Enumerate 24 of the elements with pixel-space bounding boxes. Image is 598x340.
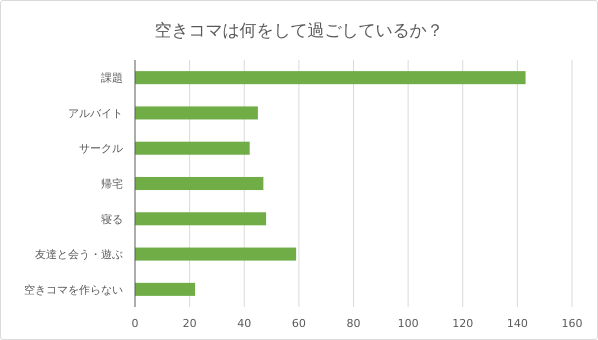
x-tick-label: 40 xyxy=(237,317,252,330)
bar xyxy=(135,71,526,84)
x-tick-label: 160 xyxy=(562,317,582,330)
x-tick-label: 0 xyxy=(132,317,138,330)
x-tick-label: 120 xyxy=(452,317,474,330)
y-tick-label: 帰宅 xyxy=(101,178,123,190)
bar xyxy=(135,106,258,120)
x-tick-label: 140 xyxy=(506,317,528,330)
y-tick-label: 友達と会う・遊ぶ xyxy=(35,248,123,262)
bar xyxy=(135,142,250,155)
x-tick-label: 100 xyxy=(398,317,419,330)
x-tick-label: 60 xyxy=(292,317,306,330)
bar xyxy=(135,176,264,190)
bar xyxy=(135,212,266,226)
x-tick-label: 20 xyxy=(182,317,197,330)
bar xyxy=(135,248,296,261)
y-tick-label: 空きコマを作らない xyxy=(24,283,123,296)
y-tick-label: アルバイト xyxy=(68,106,123,120)
x-tick-label: 80 xyxy=(346,317,360,330)
y-tick-label: 課題 xyxy=(101,72,123,85)
y-tick-label: サークル xyxy=(79,142,123,156)
bar xyxy=(135,282,196,296)
y-tick-label: 寝る xyxy=(101,212,123,226)
chart-title: 空きコマは何をして過ごしているか？ xyxy=(154,21,444,41)
